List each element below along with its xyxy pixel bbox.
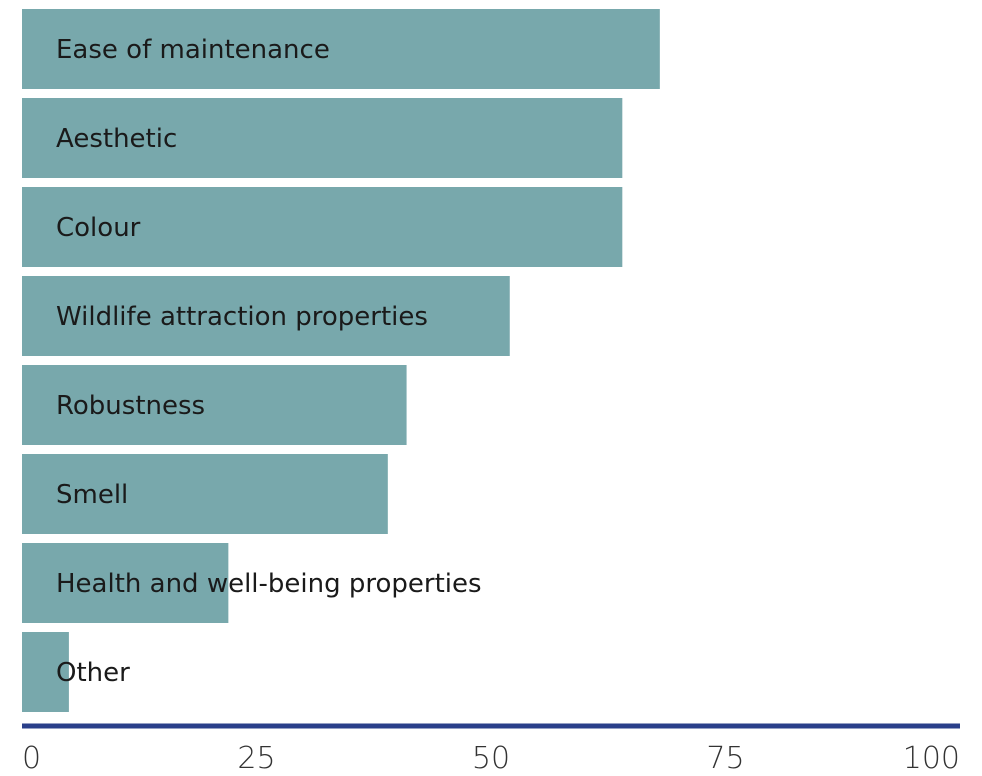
bar <box>22 365 407 445</box>
category-label: Smell <box>56 480 128 510</box>
bar <box>22 9 660 89</box>
category-labels-group: Ease of maintenance Aesthetic Colour Wildli… <box>56 35 482 688</box>
bars-group <box>22 9 660 712</box>
category-label: Ease of maintenance <box>56 35 330 65</box>
bar <box>22 276 510 356</box>
bar <box>22 98 623 178</box>
category-label: Other <box>56 658 130 688</box>
category-label: Aesthetic <box>56 124 177 154</box>
category-label: Health and well-being properties <box>56 569 482 599</box>
bar <box>22 632 69 712</box>
bar <box>22 454 388 534</box>
x-tick-label: 25 <box>237 741 275 776</box>
x-tick-label: 100 <box>903 741 960 776</box>
x-tick-label: 50 <box>472 741 510 776</box>
category-label: Colour <box>56 213 141 243</box>
x-tick-label: 75 <box>706 741 744 776</box>
category-label: Robustness <box>56 391 205 421</box>
category-label: Wildlife attraction properties <box>56 302 428 332</box>
x-tick-labels-group: 0 25 50 75 100 <box>22 741 960 776</box>
bar <box>22 543 229 623</box>
x-tick-label: 0 <box>22 741 41 776</box>
bar <box>22 187 623 267</box>
